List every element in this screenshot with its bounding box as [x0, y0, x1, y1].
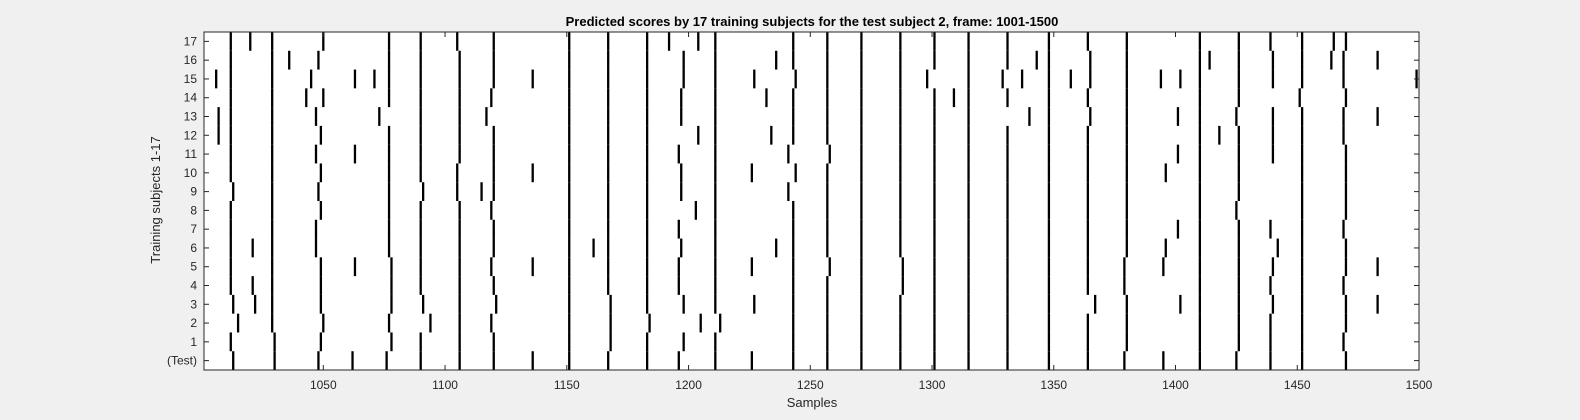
- x-tick-label: 1150: [554, 378, 580, 392]
- y-tick-label: (Test): [167, 354, 197, 368]
- x-axis-ticks: 1050 1100 1150 1200 1250 1300 1350 1400 1450 1500: [310, 32, 1433, 392]
- x-tick-label: 1100: [432, 378, 458, 392]
- y-tick-label: 5: [190, 260, 197, 274]
- y-tick-label: 9: [190, 185, 197, 199]
- y-tick-label: 8: [190, 203, 197, 217]
- x-tick-label: 1250: [797, 378, 824, 392]
- y-axis-label: Training subjects 1-17: [148, 136, 163, 263]
- y-tick-label: 17: [184, 34, 198, 48]
- x-tick-label: 1350: [1040, 378, 1067, 392]
- y-tick-label: 10: [184, 166, 198, 180]
- y-tick-label: 12: [184, 128, 198, 142]
- chart-title: Predicted scores by 17 training subjects…: [566, 14, 1059, 29]
- y-tick-label: 11: [185, 147, 198, 161]
- y-tick-label: 4: [190, 279, 197, 293]
- y-tick-label: 15: [184, 72, 198, 86]
- x-tick-label: 1050: [310, 378, 337, 392]
- y-tick-label: 13: [184, 110, 198, 124]
- x-tick-label: 1200: [675, 378, 702, 392]
- plot-frame: [203, 31, 1420, 371]
- x-tick-label: 1400: [1162, 378, 1189, 392]
- y-tick-label: 2: [190, 316, 197, 330]
- y-tick-label: 16: [184, 53, 198, 67]
- x-tick-label: 1500: [1406, 378, 1433, 392]
- x-axis-label: Samples: [787, 395, 838, 410]
- y-tick-label: 14: [184, 91, 198, 105]
- x-tick-label: 1450: [1284, 378, 1311, 392]
- x-tick-label: 1300: [919, 378, 946, 392]
- y-tick-label: 6: [190, 241, 197, 255]
- plot-area: [204, 32, 1419, 370]
- y-tick-label: 3: [190, 297, 197, 311]
- y-tick-label: 1: [190, 335, 197, 349]
- event-marks: [215, 32, 1418, 370]
- y-tick-label: 7: [190, 222, 197, 236]
